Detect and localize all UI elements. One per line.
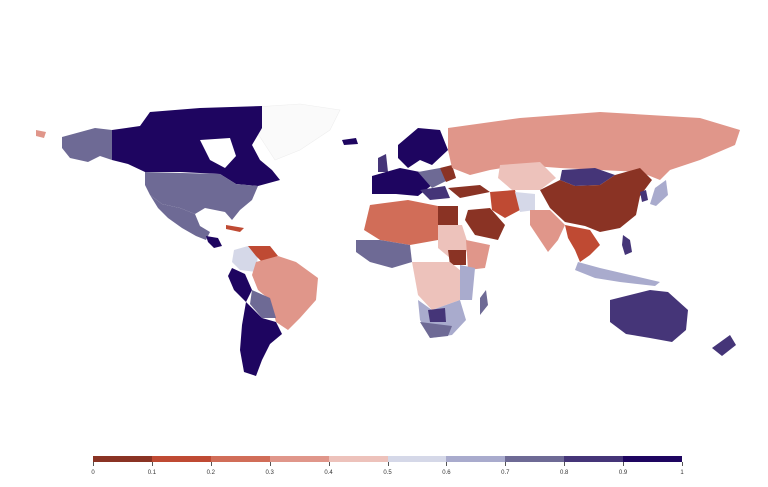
hudson-bay bbox=[200, 138, 236, 168]
region-chukotka bbox=[36, 130, 46, 138]
region-bolivia bbox=[250, 290, 276, 318]
legend-bin-0 bbox=[93, 456, 152, 462]
region-korea bbox=[640, 190, 648, 202]
region-philippines bbox=[622, 235, 632, 255]
region-peru bbox=[228, 268, 252, 302]
region-india bbox=[530, 210, 565, 252]
region-east-africa bbox=[460, 265, 475, 300]
color-legend bbox=[93, 456, 683, 464]
legend-bin-2 bbox=[210, 456, 270, 462]
region-canada bbox=[112, 106, 280, 186]
region-balkans bbox=[420, 186, 450, 200]
legend-bin-6 bbox=[446, 456, 506, 462]
region-south-africa bbox=[420, 322, 452, 338]
region-colombia bbox=[232, 246, 258, 272]
tick-label: 0.8 bbox=[560, 470, 569, 476]
tick-label: 0.6 bbox=[442, 470, 451, 476]
tick-label: 0.2 bbox=[206, 470, 215, 476]
region-chile-argentina bbox=[240, 302, 282, 376]
legend-bin-1 bbox=[151, 456, 211, 462]
region-central-africa bbox=[412, 262, 466, 310]
region-australia bbox=[610, 290, 688, 342]
region-iceland bbox=[342, 138, 358, 145]
region-madagascar bbox=[480, 290, 488, 315]
region-uk bbox=[378, 154, 388, 172]
region-north-africa bbox=[364, 200, 438, 245]
region-cuba bbox=[226, 225, 244, 232]
region-mexico bbox=[150, 195, 210, 240]
region-brazil bbox=[252, 256, 318, 330]
tick-label: 0.5 bbox=[383, 470, 392, 476]
region-japan bbox=[650, 180, 668, 206]
tick-label: 1 bbox=[680, 470, 684, 476]
region-sudan bbox=[438, 225, 470, 258]
region-iran bbox=[490, 190, 520, 218]
region-egypt bbox=[438, 206, 458, 225]
tick-label: 0.1 bbox=[147, 470, 157, 476]
region-central-europe bbox=[418, 168, 448, 188]
region-saudi bbox=[465, 208, 505, 240]
tick-label: 0.7 bbox=[501, 470, 510, 476]
region-mongolia bbox=[560, 168, 615, 186]
legend-bin-7 bbox=[505, 456, 565, 462]
region-usa bbox=[145, 172, 258, 220]
region-southeast-asia bbox=[565, 225, 600, 262]
legend-bin-9 bbox=[623, 456, 683, 462]
world-choropleth-map bbox=[36, 103, 740, 376]
region-turkey bbox=[448, 185, 490, 198]
region-scandinavia bbox=[398, 128, 448, 168]
region-south-sudan bbox=[448, 250, 466, 265]
region-west-africa bbox=[356, 240, 412, 268]
region-venezuela bbox=[248, 246, 278, 262]
region-afghanistan bbox=[515, 192, 535, 212]
region-china bbox=[540, 168, 652, 232]
region-eastern-europe bbox=[440, 165, 456, 182]
region-botswana bbox=[428, 308, 446, 322]
legend-ticks: 0 0.1 0.2 0.3 0.4 0.5 0.6 0.7 0.8 0.9 1 bbox=[91, 462, 684, 482]
region-western-europe bbox=[372, 168, 432, 196]
legend-bin-5 bbox=[387, 456, 447, 462]
tick-label: 0 bbox=[91, 470, 95, 476]
legend-bin-3 bbox=[269, 456, 329, 462]
legend-bin-4 bbox=[328, 456, 388, 462]
region-central-america bbox=[206, 236, 222, 248]
region-russia bbox=[448, 112, 740, 180]
legend-bin-8 bbox=[564, 456, 624, 462]
region-new-zealand bbox=[712, 335, 736, 356]
tick-label: 0.4 bbox=[324, 470, 333, 476]
region-alaska bbox=[62, 128, 112, 162]
tick-label: 0.3 bbox=[265, 470, 274, 476]
region-kazakhstan bbox=[498, 162, 556, 190]
tick-label: 0.9 bbox=[618, 470, 628, 476]
region-horn-africa bbox=[466, 240, 490, 270]
region-indonesia bbox=[575, 262, 660, 286]
